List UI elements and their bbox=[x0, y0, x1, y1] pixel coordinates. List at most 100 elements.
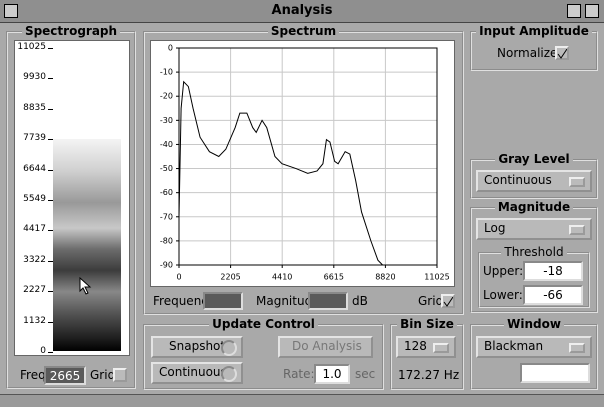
dropdown-value: Blackman bbox=[484, 339, 544, 353]
dropdown-indicator bbox=[433, 343, 449, 353]
mouse-cursor bbox=[79, 277, 92, 295]
y-tick-label: -90 bbox=[160, 261, 173, 270]
input-amplitude-group: Input Amplitude bbox=[470, 24, 598, 71]
y-tick-label: -70 bbox=[160, 212, 173, 221]
dropdown-indicator bbox=[569, 177, 585, 187]
spectrograph-group: Spectrograph bbox=[6, 24, 136, 389]
spectrograph-tick bbox=[48, 78, 53, 80]
button-label: Snapshot bbox=[169, 339, 226, 353]
spectrograph-tick-label: 0 bbox=[40, 346, 46, 356]
spectrograph-tick-label: 7739 bbox=[23, 133, 46, 144]
threshold-group: Threshold bbox=[478, 245, 590, 308]
group-title: Bin Size bbox=[397, 317, 457, 331]
group-title: Spectrum bbox=[267, 24, 340, 38]
magnitude-field bbox=[308, 292, 348, 310]
status-bar bbox=[0, 394, 604, 407]
rate-unit: sec bbox=[355, 367, 376, 381]
button-label: Continuous bbox=[159, 365, 227, 379]
gray-level-group: Gray Level bbox=[470, 152, 598, 199]
update-control-group: Update Control bbox=[143, 317, 384, 390]
gray-level-dropdown[interactable]: Continuous bbox=[476, 170, 592, 192]
spectrum-chart: 0-10-20-30-40-50-60-70-80-900 2205 4410 661… bbox=[150, 40, 455, 287]
normalize-checkbox[interactable] bbox=[555, 46, 569, 60]
spectrograph-tick-label: 8835 bbox=[23, 102, 46, 113]
spectrograph-tick-label: 6644 bbox=[23, 163, 46, 174]
grid-checkbox[interactable] bbox=[113, 368, 127, 382]
magnitude-dropdown[interactable]: Log bbox=[476, 218, 592, 240]
x-tick-label: 6615 bbox=[324, 273, 344, 282]
continuous-button[interactable]: Continuous bbox=[151, 362, 243, 384]
x-tick-label: 2205 bbox=[220, 273, 240, 282]
group-title: Window bbox=[504, 317, 564, 331]
do-analysis-button[interactable]: Do Analysis bbox=[278, 336, 373, 358]
lower-field[interactable]: -66 bbox=[523, 285, 583, 305]
dropdown-indicator bbox=[569, 225, 585, 235]
magnitude-label: Magnitude: bbox=[256, 294, 324, 308]
normalize-label: Normalize bbox=[497, 46, 558, 60]
y-tick-label: -60 bbox=[160, 188, 173, 197]
spectrograph-tick bbox=[48, 260, 53, 262]
rate-label: Rate: bbox=[283, 367, 315, 381]
dropdown-value: 128 bbox=[404, 339, 427, 353]
x-tick-label: 8820 bbox=[375, 273, 395, 282]
upper-field[interactable]: -18 bbox=[523, 261, 583, 281]
spectrograph-tick-label: 11025 bbox=[17, 42, 46, 52]
window-dropdown[interactable]: Blackman bbox=[476, 336, 592, 358]
spectrograph-tick-label: 1132 bbox=[23, 315, 46, 326]
snapshot-button[interactable]: Snapshot bbox=[151, 336, 243, 358]
grid-label: Grid bbox=[418, 294, 444, 308]
lower-label: Lower: bbox=[483, 288, 523, 302]
minimize-box[interactable] bbox=[567, 4, 581, 18]
dropdown-indicator bbox=[569, 343, 585, 353]
spectrograph-tick bbox=[48, 352, 53, 353]
x-tick-label: 4410 bbox=[272, 273, 292, 282]
rate-field[interactable]: 1.0 bbox=[314, 364, 350, 384]
bin-resolution: 172.27 Hz bbox=[398, 368, 460, 382]
close-box[interactable] bbox=[4, 4, 18, 18]
zoom-box[interactable] bbox=[585, 4, 599, 18]
group-title: Update Control bbox=[209, 317, 318, 331]
upper-label: Upper: bbox=[483, 264, 524, 278]
spectrograph-tick bbox=[48, 139, 53, 141]
spectrograph-tick bbox=[48, 108, 53, 110]
spectrograph-tick bbox=[48, 230, 53, 232]
spectrograph-axis: 11025 9930 8835 7739 6644 5549 4417 3322 2227 113… bbox=[14, 40, 54, 356]
group-title: Threshold bbox=[501, 245, 567, 259]
title-bar: Analysis bbox=[0, 0, 604, 23]
dropdown-value: Log bbox=[484, 221, 506, 235]
check-mark bbox=[443, 296, 454, 307]
group-title: Gray Level bbox=[495, 152, 573, 166]
group-title: Spectrograph bbox=[21, 24, 121, 38]
magnitude-unit: dB bbox=[352, 294, 368, 308]
group-title: Magnitude bbox=[494, 200, 574, 214]
window-group: Window bbox=[470, 317, 598, 390]
window-title: Analysis bbox=[271, 3, 333, 18]
spectrograph-tick-label: 3322 bbox=[23, 254, 46, 265]
freq-label: Freq: bbox=[20, 368, 50, 382]
radio bbox=[221, 340, 237, 356]
spectrograph-tick bbox=[48, 200, 53, 201]
bin-size-group: Bin Size bbox=[390, 317, 464, 390]
y-tick-label: -20 bbox=[160, 92, 173, 101]
spectrum-group: Spectrum bbox=[143, 24, 464, 315]
y-tick-label: 0 bbox=[168, 44, 173, 53]
y-tick-label: -80 bbox=[160, 236, 173, 245]
grid-label: Grid bbox=[90, 368, 116, 382]
spectrograph-tick bbox=[48, 321, 53, 323]
x-tick-label: 0 bbox=[176, 273, 181, 282]
check-mark bbox=[557, 48, 568, 59]
spectrograph-tick-label: 5549 bbox=[23, 194, 46, 204]
window-field[interactable] bbox=[520, 363, 590, 383]
y-tick-label: -40 bbox=[160, 140, 173, 149]
y-tick-label: -10 bbox=[160, 68, 173, 77]
bin-size-dropdown[interactable]: 128 bbox=[396, 336, 456, 358]
y-tick-label: -30 bbox=[160, 116, 173, 125]
plot-frame bbox=[178, 47, 438, 266]
spectrograph-tick-label: 2227 bbox=[23, 285, 46, 296]
grid-checkbox[interactable] bbox=[441, 294, 455, 308]
frequency-field bbox=[203, 292, 243, 310]
spectrograph-tick bbox=[48, 291, 53, 293]
button-label: Do Analysis bbox=[292, 339, 362, 353]
x-tick-label: 11025 bbox=[424, 273, 449, 282]
